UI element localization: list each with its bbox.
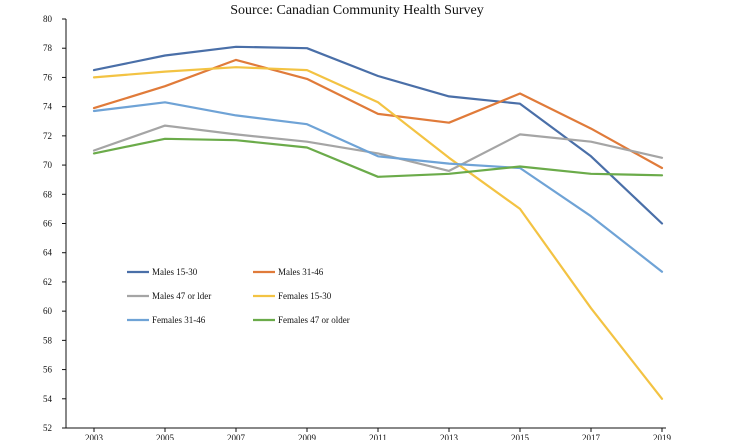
x-tick-label: 2015 <box>511 433 530 440</box>
y-tick-label: 54 <box>43 394 53 404</box>
legend-label: Females 31-46 <box>152 315 206 325</box>
chart-subtitle: Source: Canadian Community Health Survey <box>230 3 484 18</box>
series-line-2 <box>92 58 664 170</box>
y-tick-label: 68 <box>43 189 53 199</box>
y-tick-label: 64 <box>43 248 53 258</box>
y-tick-label: 76 <box>43 72 53 82</box>
x-tick-label: 2005 <box>156 433 175 440</box>
x-tick-label: 2007 <box>227 433 246 440</box>
series-line-3 <box>92 124 664 172</box>
x-tick-label: 2019 <box>653 433 672 440</box>
x-tick-label: 2017 <box>582 433 601 440</box>
series-line-4 <box>92 66 664 400</box>
x-axis: 2003 2005 2007 2009 2011 2013 2015 2017 2019 <box>66 427 672 440</box>
series-line-5 <box>92 101 664 273</box>
series-lines <box>92 45 664 400</box>
y-tick-label: 52 <box>43 423 52 433</box>
y-tick-label: 56 <box>43 365 53 375</box>
legend-label: Males 15-30 <box>152 267 198 277</box>
legend-label: Males 47 or lder <box>152 291 211 301</box>
legend-label: Females 47 or older <box>278 315 350 325</box>
legend-label: Males 31-46 <box>278 267 324 277</box>
x-tick-label: 2013 <box>440 433 459 440</box>
y-tick-label: 60 <box>43 306 53 316</box>
y-axis: 52 54 56 58 60 62 64 66 68 70 72 74 76 78 80 <box>43 14 67 433</box>
y-tick-label: 66 <box>43 219 53 229</box>
y-tick-label: 72 <box>43 131 52 141</box>
series-line-6 <box>92 137 664 178</box>
x-tick-label: 2003 <box>85 433 104 440</box>
y-tick-label: 78 <box>43 43 53 53</box>
series-line-1 <box>92 45 664 225</box>
y-tick-label: 58 <box>43 335 53 345</box>
legend-label: Females 15-30 <box>278 291 332 301</box>
y-tick-label: 74 <box>43 102 53 112</box>
y-tick-label: 80 <box>43 14 53 24</box>
x-tick-label: 2009 <box>298 433 317 440</box>
x-tick-label: 2011 <box>369 433 387 440</box>
y-tick-label: 70 <box>43 160 53 170</box>
y-tick-label: 62 <box>43 277 52 287</box>
legend: Males 15-30 Males 31-46 Males 47 or lder Fe… <box>127 267 350 325</box>
